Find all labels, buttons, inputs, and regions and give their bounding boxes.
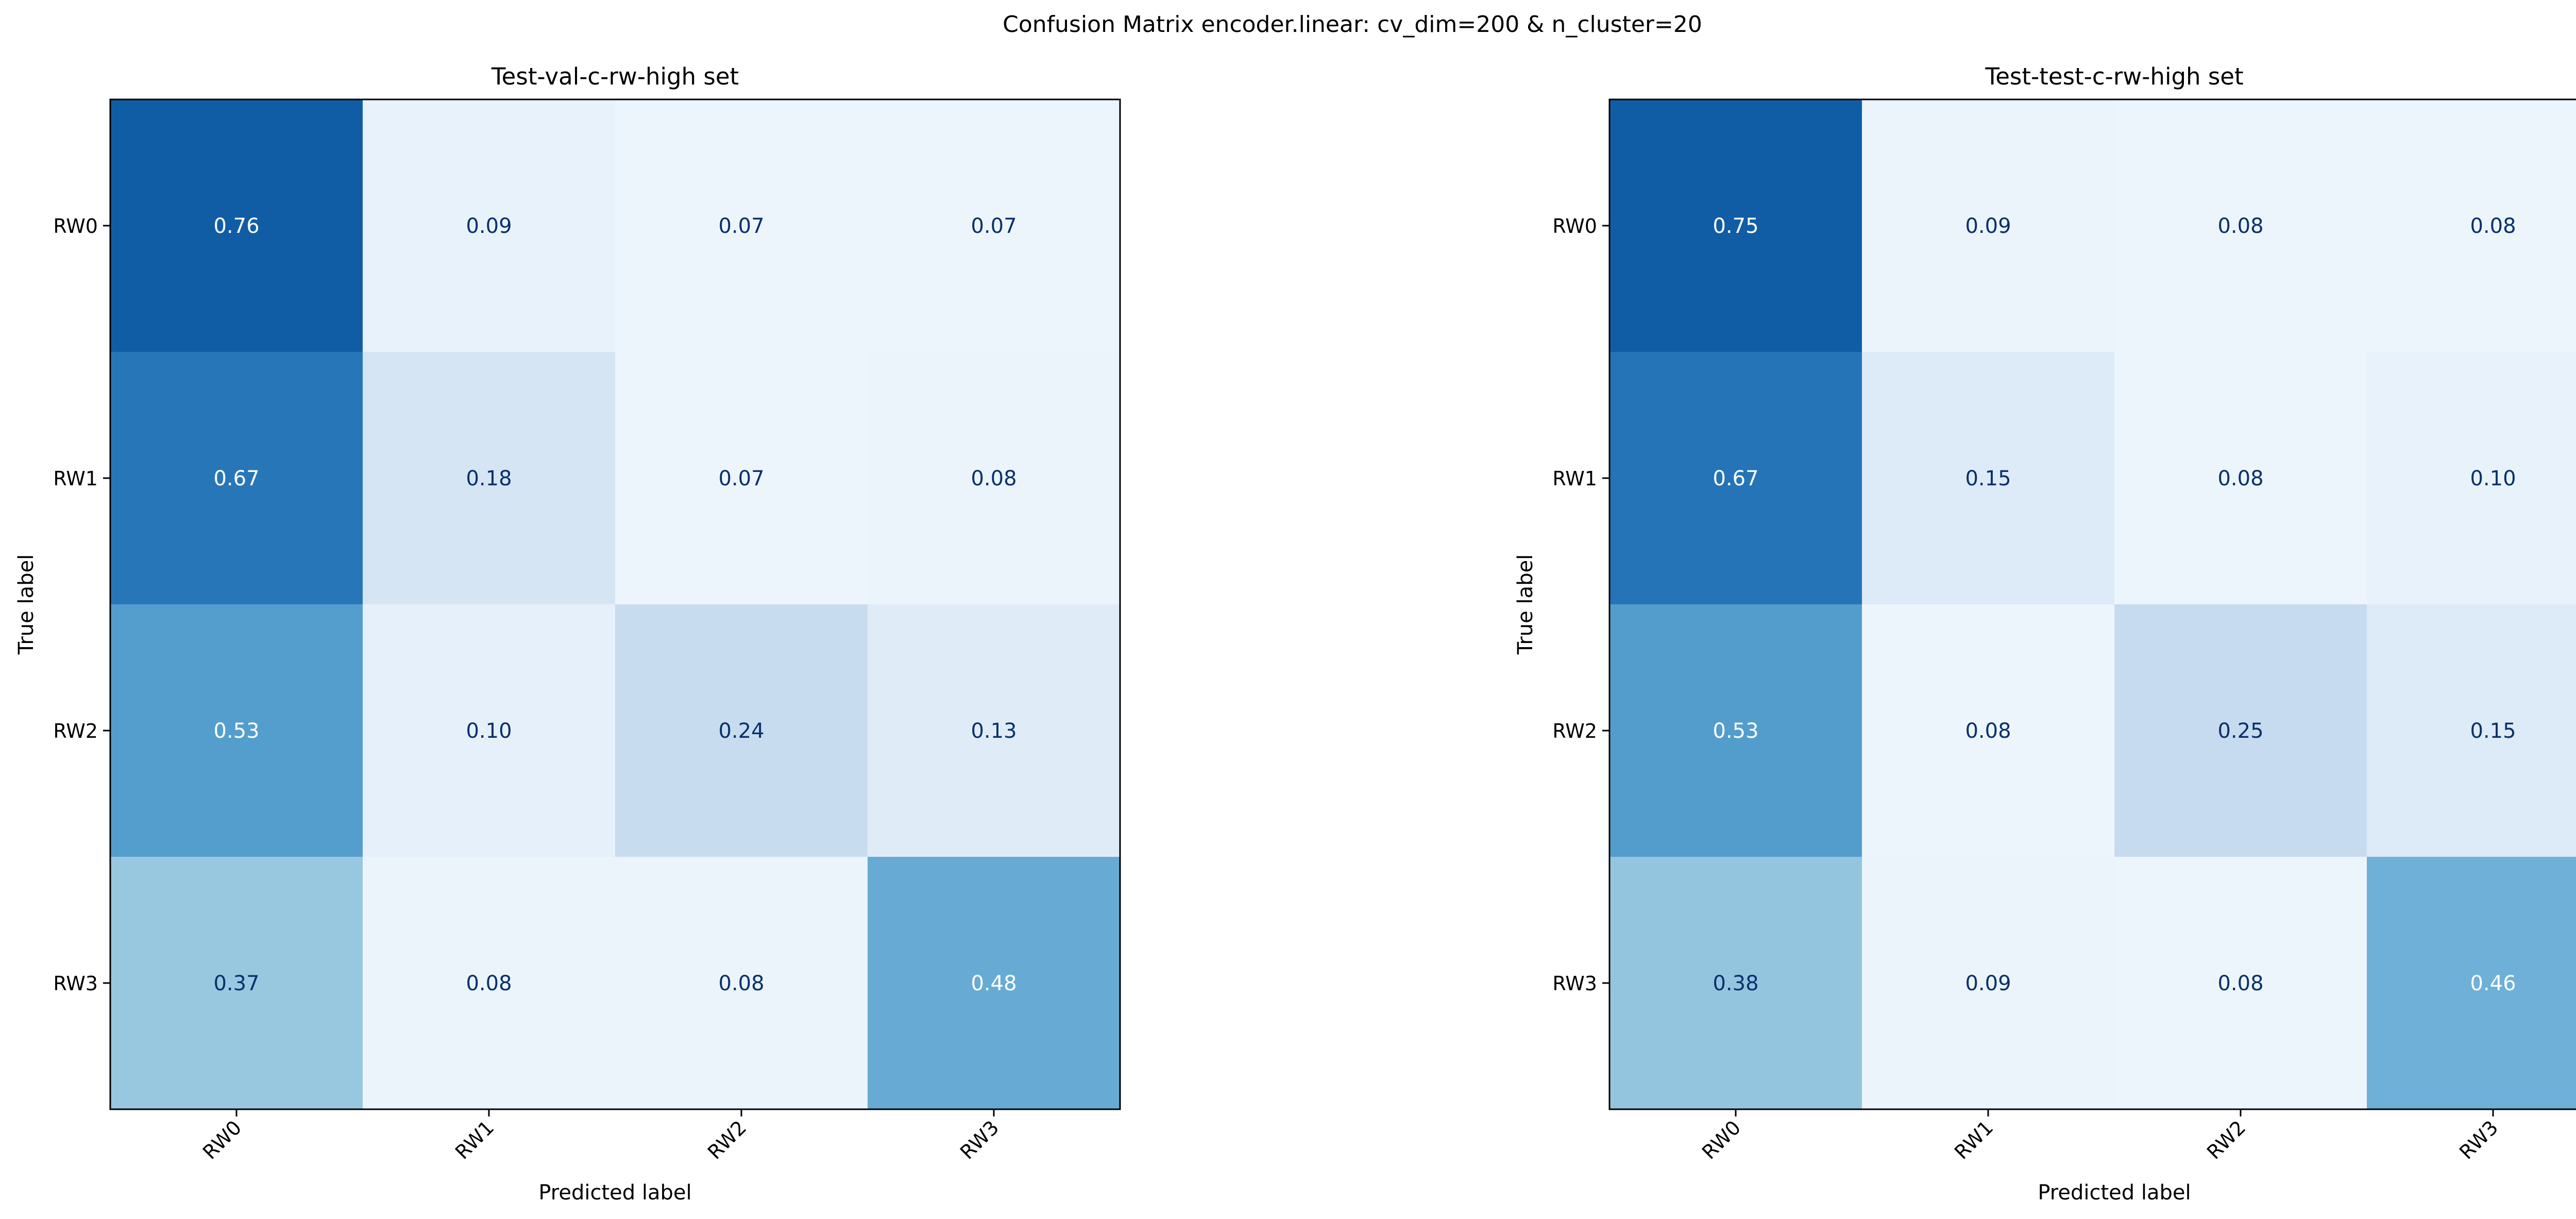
heatmap-cell — [2367, 604, 2576, 857]
cell-value-label: 0.46 — [2470, 972, 2516, 995]
figure-suptitle: Confusion Matrix encoder.linear: cv_dim=… — [1003, 11, 1702, 38]
cell-value-label: 0.08 — [2217, 972, 2263, 995]
cell-value-label: 0.08 — [2470, 214, 2516, 238]
heatmap-cell — [868, 604, 1121, 857]
heatmap-cell — [1609, 857, 1862, 1110]
heatmap-cell — [615, 857, 868, 1110]
cell-value-label: 0.38 — [1713, 972, 1758, 995]
heatmap-cell — [2367, 857, 2576, 1110]
x-tick-label: RW0 — [1698, 1116, 1745, 1163]
cell-value-label: 0.08 — [1965, 719, 2011, 743]
cell-value-label: 0.13 — [971, 719, 1016, 743]
heatmap-cell — [363, 99, 616, 352]
cell-value-label: 0.08 — [466, 972, 512, 995]
x-tick-label: RW3 — [2455, 1116, 2502, 1163]
confusion-matrix-panel-val: 0.76 0.09 0.07 0.07 0.67 0.18 0.07 0.08 0.53 0.10… — [14, 63, 1121, 1205]
cell-value-label: 0.15 — [1965, 467, 2011, 490]
cell-value-label: 0.08 — [718, 972, 764, 995]
heatmap-cell — [110, 352, 363, 605]
cell-value-label: 0.18 — [466, 467, 512, 490]
cell-value-label: 0.53 — [213, 719, 259, 743]
panel-title: Test-test-c-rw-high set — [1985, 63, 2243, 90]
heatmap-cell — [363, 857, 616, 1110]
y-tick-label: RW0 — [53, 215, 98, 238]
axes-frame — [1608, 98, 2576, 1110]
y-tick-label: RW2 — [53, 720, 98, 742]
cell-value-label: 0.67 — [213, 467, 259, 490]
cell-value-label: 0.10 — [2470, 467, 2516, 490]
cell-value-label: 0.07 — [718, 214, 764, 238]
heatmap-cell — [1862, 857, 2115, 1110]
x-tick-label: RW1 — [1950, 1116, 1997, 1163]
cell-value-label: 0.75 — [1713, 214, 1758, 238]
heatmap-cell — [868, 99, 1121, 352]
cell-value-label: 0.08 — [2217, 467, 2263, 490]
y-tick-label: RW2 — [1552, 720, 1597, 742]
cell-value-label: 0.67 — [1713, 467, 1758, 490]
heatmap-cell — [868, 857, 1121, 1110]
heatmap-cell — [1609, 604, 1862, 857]
heatmap-cell — [110, 604, 363, 857]
cell-value-label: 0.37 — [213, 972, 259, 995]
x-tick-label: RW2 — [703, 1116, 751, 1163]
heatmap-cell — [2367, 99, 2576, 352]
y-axis-label: True label — [14, 554, 38, 655]
x-axis-label: Predicted label — [2038, 1181, 2191, 1205]
confusion-matrix-panel-test: 0.75 0.09 0.08 0.08 0.67 0.15 0.08 0.10 0.53 0.08… — [1514, 63, 2576, 1205]
y-tick-label: RW3 — [1552, 972, 1597, 995]
cell-value-label: 0.09 — [1965, 972, 2011, 995]
heatmap-cell — [2114, 352, 2367, 605]
y-axis-label: True label — [1514, 554, 1537, 655]
heatmap-cell — [110, 857, 363, 1110]
cell-value-label: 0.07 — [718, 467, 764, 490]
heatmap-cell — [615, 99, 868, 352]
x-tick-label: RW0 — [198, 1116, 246, 1163]
cell-value-label: 0.53 — [1713, 719, 1758, 743]
y-tick-label: RW0 — [1552, 215, 1597, 238]
y-tick-label: RW1 — [1552, 467, 1597, 490]
heatmap-cell — [1609, 352, 1862, 605]
cell-value-label: 0.10 — [466, 719, 512, 743]
heatmap-cell — [363, 604, 616, 857]
cell-value-label: 0.08 — [971, 467, 1016, 490]
panel-title: Test-val-c-rw-high set — [491, 63, 739, 90]
heatmap-cell — [2114, 99, 2367, 352]
heatmap-cell — [363, 352, 616, 605]
cell-value-label: 0.48 — [971, 972, 1016, 995]
heatmap-cell — [1609, 99, 1862, 352]
heatmap-cell — [615, 604, 868, 857]
cell-value-label: 0.09 — [466, 214, 512, 238]
heatmap-cell — [2114, 857, 2367, 1110]
heatmap-cell — [1862, 352, 2115, 605]
heatmap-cell — [615, 352, 868, 605]
cell-value-label: 0.09 — [1965, 214, 2011, 238]
cell-value-label: 0.07 — [971, 214, 1016, 238]
cell-value-label: 0.08 — [2217, 214, 2263, 238]
heatmap-cell — [2114, 604, 2367, 857]
x-tick-label: RW3 — [956, 1116, 1003, 1163]
heatmap-cell — [1862, 604, 2115, 857]
heatmap-cell — [110, 99, 363, 352]
heatmap-cell — [1862, 99, 2115, 352]
x-tick-label: RW1 — [451, 1116, 498, 1163]
x-axis-label: Predicted label — [538, 1181, 691, 1205]
cell-value-label: 0.15 — [2470, 719, 2516, 743]
y-tick-label: RW3 — [53, 972, 98, 995]
y-tick-label: RW1 — [53, 467, 98, 490]
cell-value-label: 0.24 — [718, 719, 764, 743]
axes-frame — [109, 98, 1121, 1110]
heatmap-cell — [2367, 352, 2576, 605]
cell-value-label: 0.25 — [2217, 719, 2263, 743]
heatmap-cell — [868, 352, 1121, 605]
cell-value-label: 0.76 — [213, 214, 259, 238]
x-tick-label: RW2 — [2202, 1116, 2250, 1163]
